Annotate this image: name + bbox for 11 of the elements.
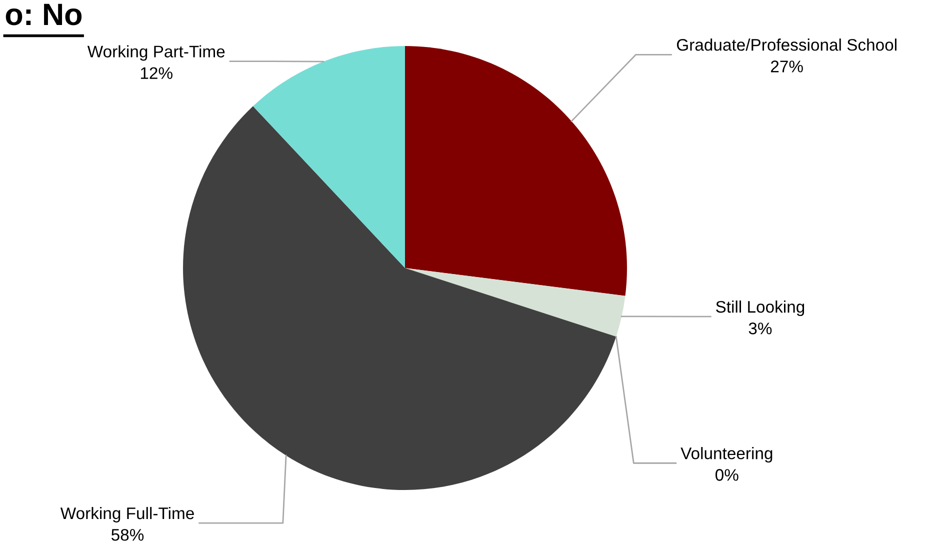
chart-title: o: No bbox=[6, 4, 82, 26]
slice-label: Graduate/Professional School bbox=[676, 38, 896, 51]
slice-label: Still Looking bbox=[716, 300, 804, 316]
data-label: 12% bbox=[140, 67, 172, 79]
category-label: Volunteering bbox=[680, 447, 772, 463]
data-label: 27% bbox=[771, 60, 803, 72]
slice-label: Working Part-Time bbox=[87, 45, 225, 61]
slice-label: Working Full-Time bbox=[60, 506, 194, 522]
data-label: 58% bbox=[111, 528, 144, 541]
text: 0% bbox=[716, 469, 738, 481]
data-label: 3% bbox=[748, 322, 772, 334]
